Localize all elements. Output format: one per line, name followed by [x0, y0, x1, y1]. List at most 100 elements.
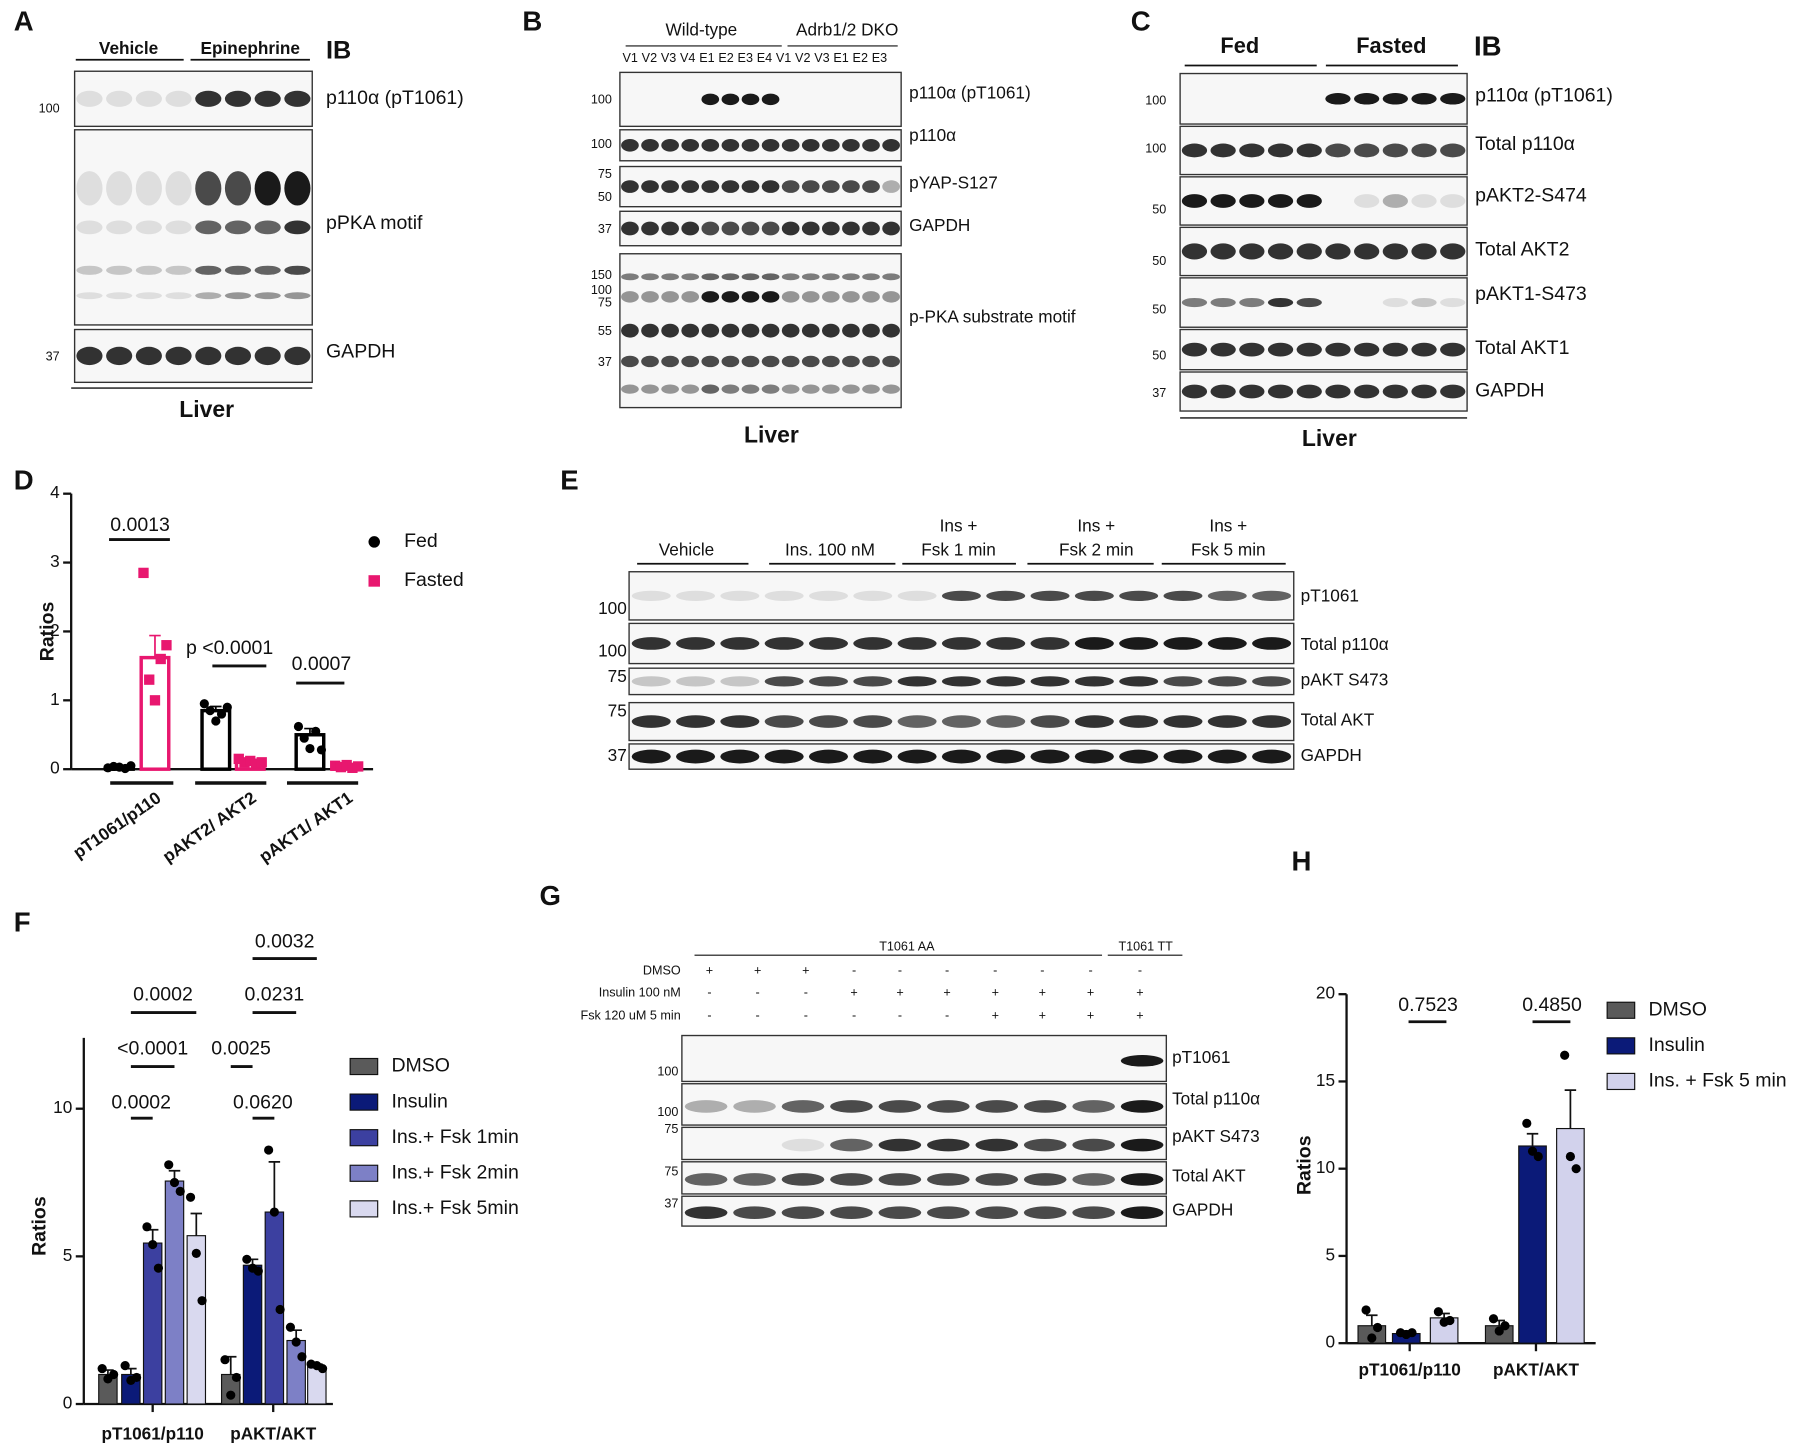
blot-band: [882, 384, 900, 394]
lane-label: V3: [814, 51, 829, 65]
blot-band: [830, 1100, 873, 1113]
blot-band: [661, 291, 679, 303]
blot-band: [761, 323, 780, 338]
data-point: [335, 761, 347, 773]
blot-band: [941, 749, 981, 764]
blot-band: [1411, 342, 1437, 357]
data-point: [148, 1239, 158, 1250]
data-point: [142, 1222, 152, 1232]
bar: [1518, 1145, 1547, 1344]
data-point: [97, 1363, 107, 1374]
blot-band: [808, 749, 848, 764]
blot-band: [106, 171, 133, 206]
blot-band: [621, 291, 639, 303]
data-point: [1445, 1315, 1455, 1326]
panel-letter: G: [540, 880, 561, 911]
mw-marker: 37: [598, 355, 612, 369]
blot-band: [1210, 243, 1236, 260]
blot-band: [1072, 1138, 1115, 1152]
group-label: Wild-type: [666, 20, 738, 40]
blot-band: [135, 90, 162, 107]
blot-band: [741, 384, 760, 394]
blot-band: [821, 273, 840, 281]
blot-band: [842, 273, 860, 281]
mw-marker: 37: [608, 745, 627, 765]
blot-band: [720, 749, 760, 764]
blot-band: [684, 1100, 728, 1113]
y-axis-title: Ratios: [28, 1196, 50, 1256]
blot-band: [986, 637, 1026, 650]
group-label: Vehicle: [99, 38, 158, 58]
blot-band: [1354, 342, 1380, 357]
blot-band: [1119, 749, 1159, 764]
blot-band: [741, 138, 760, 152]
blot-band: [1163, 590, 1203, 602]
group-label: Ins +: [1077, 516, 1115, 536]
blot-band: [621, 138, 639, 152]
mw-marker: 100: [1145, 93, 1166, 107]
data-point: [231, 1372, 242, 1383]
band-label: pAKT S473: [1301, 669, 1389, 689]
blot-band: [733, 1206, 776, 1219]
legend-swatch: [1606, 1001, 1636, 1019]
blot-band: [733, 1100, 776, 1113]
blot-band: [1440, 93, 1466, 105]
blot-band: [821, 384, 840, 394]
blot-band: [721, 180, 740, 193]
x-tick-label: pAKT/AKT: [230, 1424, 316, 1444]
blot-band: [927, 1138, 970, 1152]
data-point: [169, 1177, 180, 1188]
blot-band: [1382, 93, 1408, 105]
legend-swatch: [1606, 1072, 1636, 1091]
bar: [164, 1180, 185, 1405]
data-point: [126, 761, 136, 771]
blot-band: [135, 171, 162, 206]
legend-swatch: [349, 1129, 379, 1147]
data-point: [1361, 1305, 1371, 1315]
ib-label: IB: [1474, 31, 1502, 62]
blot-band: [821, 355, 840, 368]
blot-band: [1030, 749, 1070, 764]
blot-band: [842, 221, 860, 236]
blot-band: [1296, 143, 1322, 158]
blot-band: [1120, 1173, 1164, 1186]
condition-sign: +: [1087, 1008, 1094, 1022]
p-value: <0.0001: [117, 1037, 188, 1059]
p-value: 0.0002: [111, 1091, 171, 1113]
blot-band: [801, 221, 820, 236]
condition-sign: -: [993, 964, 997, 978]
lane-label: E2: [853, 51, 868, 65]
blot-band: [76, 220, 103, 235]
legend-label: Fed: [404, 530, 438, 552]
blot-band: [641, 323, 659, 338]
band-label: p110α (pT1061): [326, 87, 464, 109]
blot-band: [681, 138, 700, 152]
band-label: p-PKA substrate motif: [909, 307, 1076, 327]
panel-letter: C: [1131, 5, 1151, 36]
condition-sign: +: [992, 985, 999, 999]
blot-band: [842, 355, 860, 368]
condition-sign: +: [896, 985, 903, 999]
blot-band: [195, 90, 222, 107]
blot-band: [1440, 297, 1466, 308]
blot-band: [801, 323, 820, 338]
condition-sign: +: [706, 964, 713, 978]
blot-band: [801, 291, 820, 303]
condition-sign: +: [850, 985, 857, 999]
blot-band: [1411, 384, 1437, 399]
x-tick-label: pAKT2/ AKT2: [159, 787, 260, 866]
blot-band: [284, 171, 311, 206]
band-label: pPKA motif: [326, 212, 423, 234]
blot-band: [1119, 637, 1159, 650]
blot-band: [224, 220, 252, 235]
y-tick-label: 0: [63, 1393, 73, 1413]
blot-band: [1239, 342, 1265, 357]
bar: [1556, 1127, 1585, 1344]
mw-marker: 37: [598, 222, 612, 236]
blot-band: [741, 221, 760, 236]
blot-band: [801, 384, 820, 394]
group-label: Ins. 100 nM: [785, 540, 875, 560]
blot-band: [631, 637, 671, 650]
data-point: [311, 726, 321, 736]
blot-band: [842, 384, 860, 394]
